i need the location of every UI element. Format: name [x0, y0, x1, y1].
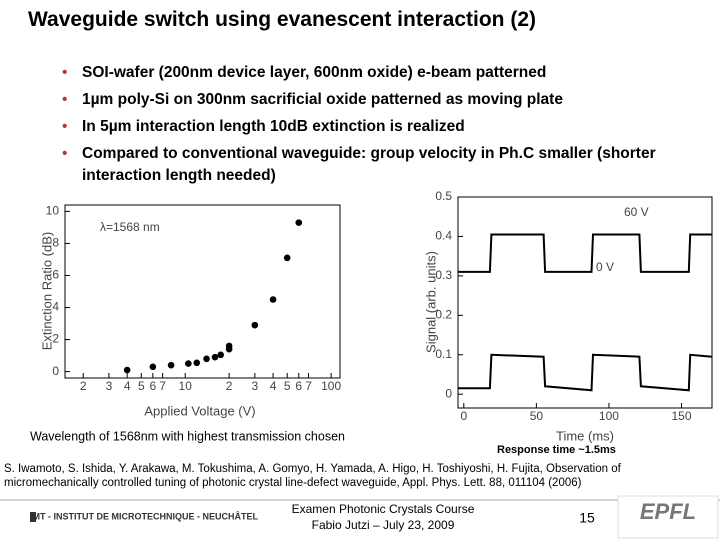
y-tick-label: 6 [52, 268, 59, 282]
point [167, 361, 175, 369]
point [123, 366, 131, 374]
y-tick-label: 2 [52, 332, 59, 346]
logo: EPFL [640, 499, 696, 524]
y-tick-label: 0.1 [435, 347, 452, 361]
y-tick-label: 0 [52, 364, 59, 378]
y-tick-label: 4 [52, 300, 59, 314]
y-tick-label: 0.3 [435, 268, 452, 282]
institute: IMT - INSTITUT DE MICROTECHNIQUE - NEUCH… [30, 510, 258, 521]
slide-title: Waveguide switch using evanescent intera… [28, 8, 537, 31]
plot-frame [64, 204, 341, 379]
y-axis-label: Signal (arb. units) [423, 251, 438, 353]
point [283, 254, 291, 262]
x-tick-label: 5 [284, 379, 291, 393]
point [217, 351, 224, 359]
logo-box [617, 495, 719, 539]
x-tick-label: 7 [305, 379, 312, 393]
x-tick-label: 10 [179, 379, 193, 393]
y-tick-label: 0.5 [435, 189, 452, 203]
course: Examen Photonic Crystals Course [292, 502, 475, 516]
y-tick-label: 10 [46, 204, 60, 218]
point [225, 342, 233, 350]
annotation: 60 V [624, 205, 649, 219]
point [295, 219, 303, 226]
x-tick-label: 150 [672, 409, 692, 423]
annotation: 0 V [596, 260, 614, 274]
x-tick-label: 50 [530, 409, 544, 423]
x-axis-label: Applied Voltage (V) [144, 403, 255, 418]
x-tick-label: 4 [270, 379, 277, 393]
y-tick-label: 8 [52, 236, 59, 250]
plot-frame [457, 196, 713, 409]
y-tick-label: 0.2 [435, 307, 452, 321]
series-line [458, 353, 713, 392]
bullet-list: SOI-wafer (200nm device layer, 600nm oxi… [62, 62, 662, 192]
point [149, 363, 157, 371]
x-tick-label: 6 [295, 379, 302, 393]
x-tick-label: 5 [138, 379, 145, 393]
point [251, 321, 259, 329]
y-tick-label: 0 [445, 386, 452, 400]
bullet: In 5µm interaction length 10dB extinctio… [62, 116, 662, 138]
x-tick-label: 2 [80, 379, 87, 393]
point [211, 353, 219, 361]
x-tick-label: 4 [124, 379, 131, 393]
author: Fabio Jutzi – July 23, 2009 [312, 518, 455, 532]
logo-mark [30, 512, 36, 522]
series-line [458, 233, 712, 273]
y-tick-label: 0.4 [435, 229, 452, 243]
x-tick-label: 100 [599, 409, 619, 423]
bullet: 1µm poly-Si on 300nm sacrificial oxide p… [62, 89, 662, 111]
x-tick-label: 100 [321, 379, 341, 393]
annotation: λ=1568 nm [100, 220, 160, 234]
x-tick-label: 2 [226, 379, 233, 393]
x-tick-label: 0 [460, 409, 467, 423]
bullet: Compared to conventional waveguide: grou… [62, 143, 662, 187]
point [185, 360, 192, 367]
x-axis-label: Time (ms) [556, 428, 614, 443]
point [203, 355, 210, 363]
x-tick-label: 6 [150, 379, 157, 393]
x-tick-label: 7 [159, 379, 166, 393]
bullet: SOI-wafer (200nm device layer, 600nm oxi… [62, 62, 662, 84]
reference: S. Iwamoto, S. Ishida, Y. Arakawa, M. To… [4, 463, 621, 489]
caption: Response time ~1.5ms [497, 444, 616, 456]
caption: Wavelength of 1568nm with highest transm… [30, 429, 345, 443]
x-tick-label: 3 [106, 379, 113, 393]
point [193, 359, 201, 367]
page-number: 15 [579, 510, 595, 526]
x-tick-label: 3 [252, 379, 259, 393]
point [269, 296, 277, 303]
y-axis-label: Extinction Ratio (dB) [39, 232, 54, 351]
